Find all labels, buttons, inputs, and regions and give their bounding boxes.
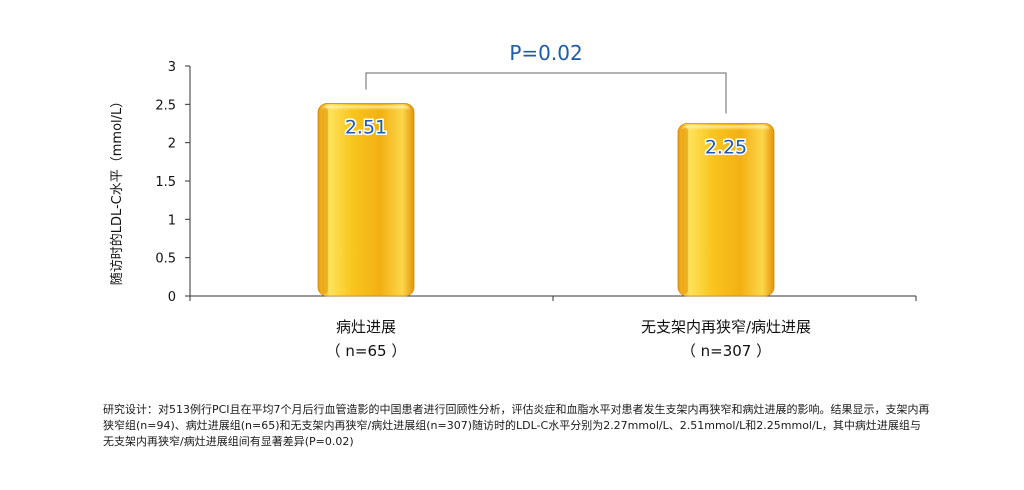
y-tick-label: 1.5 (155, 175, 176, 190)
bar-value-label: 2.51 (345, 117, 387, 139)
bar-sheen (681, 125, 771, 166)
bar-body (317, 103, 415, 297)
bar-body (677, 123, 775, 297)
x-category-n-label: （ n=65 ） (326, 342, 407, 360)
chart-svg: 0 0.5 1 1.5 2 2.5 3 2.51 2.25 病灶进展 （ n=65 ） 无支架内再… (109, 41, 917, 360)
y-tick-label: 0 (168, 290, 176, 305)
y-tick-label: 2.5 (155, 98, 176, 113)
bar: 2.51 (317, 103, 415, 297)
bars: 2.51 2.25 (317, 103, 775, 297)
x-category-label: 病灶进展 (336, 318, 396, 336)
y-axis-label: 随访时的LDL-C水平（mmol/L） (109, 95, 125, 286)
significance-annotation: P=0.02 (365, 41, 727, 114)
p-value-label: P=0.02 (509, 41, 582, 65)
y-tick-label: 1 (168, 213, 176, 228)
significance-bracket (365, 72, 727, 114)
bar: 2.25 (677, 123, 775, 297)
y-tick-label: 0.5 (155, 252, 176, 267)
caption-text: 研究设计：对513例行PCI且在平均7个月后行血管造影的中国患者进行回顾性分析，… (103, 403, 930, 448)
bar-value-label: 2.25 (705, 137, 747, 159)
bar-sheen (321, 105, 411, 146)
bar-chart: 0 0.5 1 1.5 2 2.5 3 2.51 2.25 病灶进展 （ n=65 ） 无支架内再… (109, 41, 917, 360)
bar-edge-shade (682, 127, 688, 294)
y-tick-label: 2 (168, 137, 176, 152)
x-category-label: 无支架内再狭窄/病灶进展 (641, 318, 811, 336)
category-labels: 病灶进展 （ n=65 ） 无支架内再狭窄/病灶进展 （ n=307 ） (326, 318, 811, 360)
x-category-n-label: （ n=307 ） (681, 342, 771, 360)
bar-edge-shade (322, 107, 328, 294)
x-axis (189, 295, 917, 301)
y-axis: 0 0.5 1 1.5 2 2.5 3 (155, 60, 191, 305)
study-caption: 研究设计：对513例行PCI且在平均7个月后行血管造影的中国患者进行回顾性分析，… (103, 402, 931, 450)
y-tick-label: 3 (168, 60, 176, 75)
